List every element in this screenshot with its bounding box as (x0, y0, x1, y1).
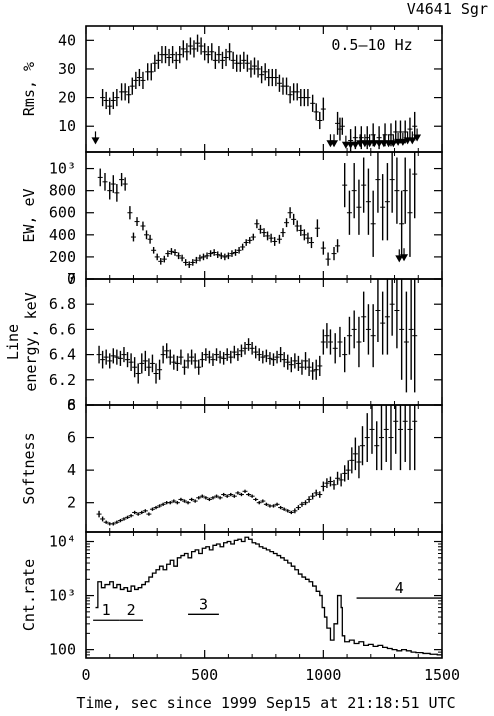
y-tick-label: 100 (49, 641, 76, 659)
y-tick-label: 6.4 (49, 346, 76, 364)
x-axis-label: Time, sec since 1999 Sep15 at 21:18:51 U… (76, 694, 455, 712)
y-axis-label: Rms, % (20, 62, 38, 116)
y-tick-label: 30 (58, 60, 76, 78)
interval-label: 1 (102, 601, 111, 619)
y-tick-label: 4 (67, 461, 76, 479)
y-axis-label: Cnt.rate (20, 559, 38, 631)
y-tick-label: 10³ (49, 587, 76, 605)
y-tick-label: 6.8 (49, 295, 76, 313)
y-axis-label: Line (4, 324, 22, 360)
panel-count-rate: 100 10³ 10⁴ Cnt.rate 1 2 3 4 0 500 1000 1500 (20, 531, 460, 684)
y-tick-label: 0 (67, 270, 76, 288)
upper-limit-arrow (413, 134, 422, 142)
y-tick-label: 40 (58, 31, 76, 49)
panel-ew: 0 200 400 600 800 10³ EW, eV (20, 151, 443, 288)
upper-limit-arrow (351, 141, 360, 149)
y-tick-label: 6.2 (49, 371, 76, 389)
y-tick-label: 10⁴ (49, 533, 76, 551)
y-tick-label: 10³ (49, 160, 76, 178)
interval-label: 2 (127, 601, 136, 619)
x-tick-label: 1500 (424, 666, 460, 684)
y-tick-label: 2 (67, 494, 76, 512)
y-tick-label: 10 (58, 117, 76, 135)
y-tick-label: 6 (67, 396, 76, 414)
panel-frame (85, 531, 443, 659)
panel-frame (85, 278, 443, 406)
y-axis-label: EW, eV (20, 188, 38, 242)
x-tick-label: 1000 (305, 666, 341, 684)
y-tick-label: 600 (49, 204, 76, 222)
panel-rms: 10 20 30 40 Rms, % 0.5–10 Hz (20, 25, 443, 153)
y-axis-label: Softness (20, 432, 38, 504)
count-rate-line (95, 536, 442, 656)
panel-line-energy: 6 6.2 6.4 6.6 6.8 7 Line energy, keV (4, 270, 443, 414)
y-tick-label: 6 (67, 429, 76, 447)
upper-limit-arrow (91, 137, 100, 145)
upper-limit-arrow (389, 140, 398, 148)
interval-label: 4 (395, 579, 404, 597)
y-tick-label: 20 (58, 89, 76, 107)
y-tick-label: 6.6 (49, 320, 76, 338)
panel-frame (85, 151, 443, 280)
upper-limit-arrow (395, 255, 404, 263)
y-tick-label: 8 (67, 396, 76, 414)
y-tick-label: 200 (49, 248, 76, 266)
upper-limit-arrow (330, 140, 339, 148)
y-axis-label: energy, keV (22, 292, 40, 391)
y-tick-label: 7 (67, 270, 76, 288)
upper-limit-arrow (398, 138, 407, 146)
y-tick-label: 400 (49, 226, 76, 244)
x-tick-label: 0 (81, 666, 90, 684)
figure-title: V4641 Sgr (407, 0, 488, 18)
interval-label: 3 (199, 595, 208, 613)
upper-limit-arrow (400, 254, 409, 262)
x-tick-label: 500 (191, 666, 218, 684)
upper-limit-arrow (408, 137, 417, 145)
panel-annotation: 0.5–10 Hz (331, 36, 412, 54)
y-tick-label: 800 (49, 182, 76, 200)
